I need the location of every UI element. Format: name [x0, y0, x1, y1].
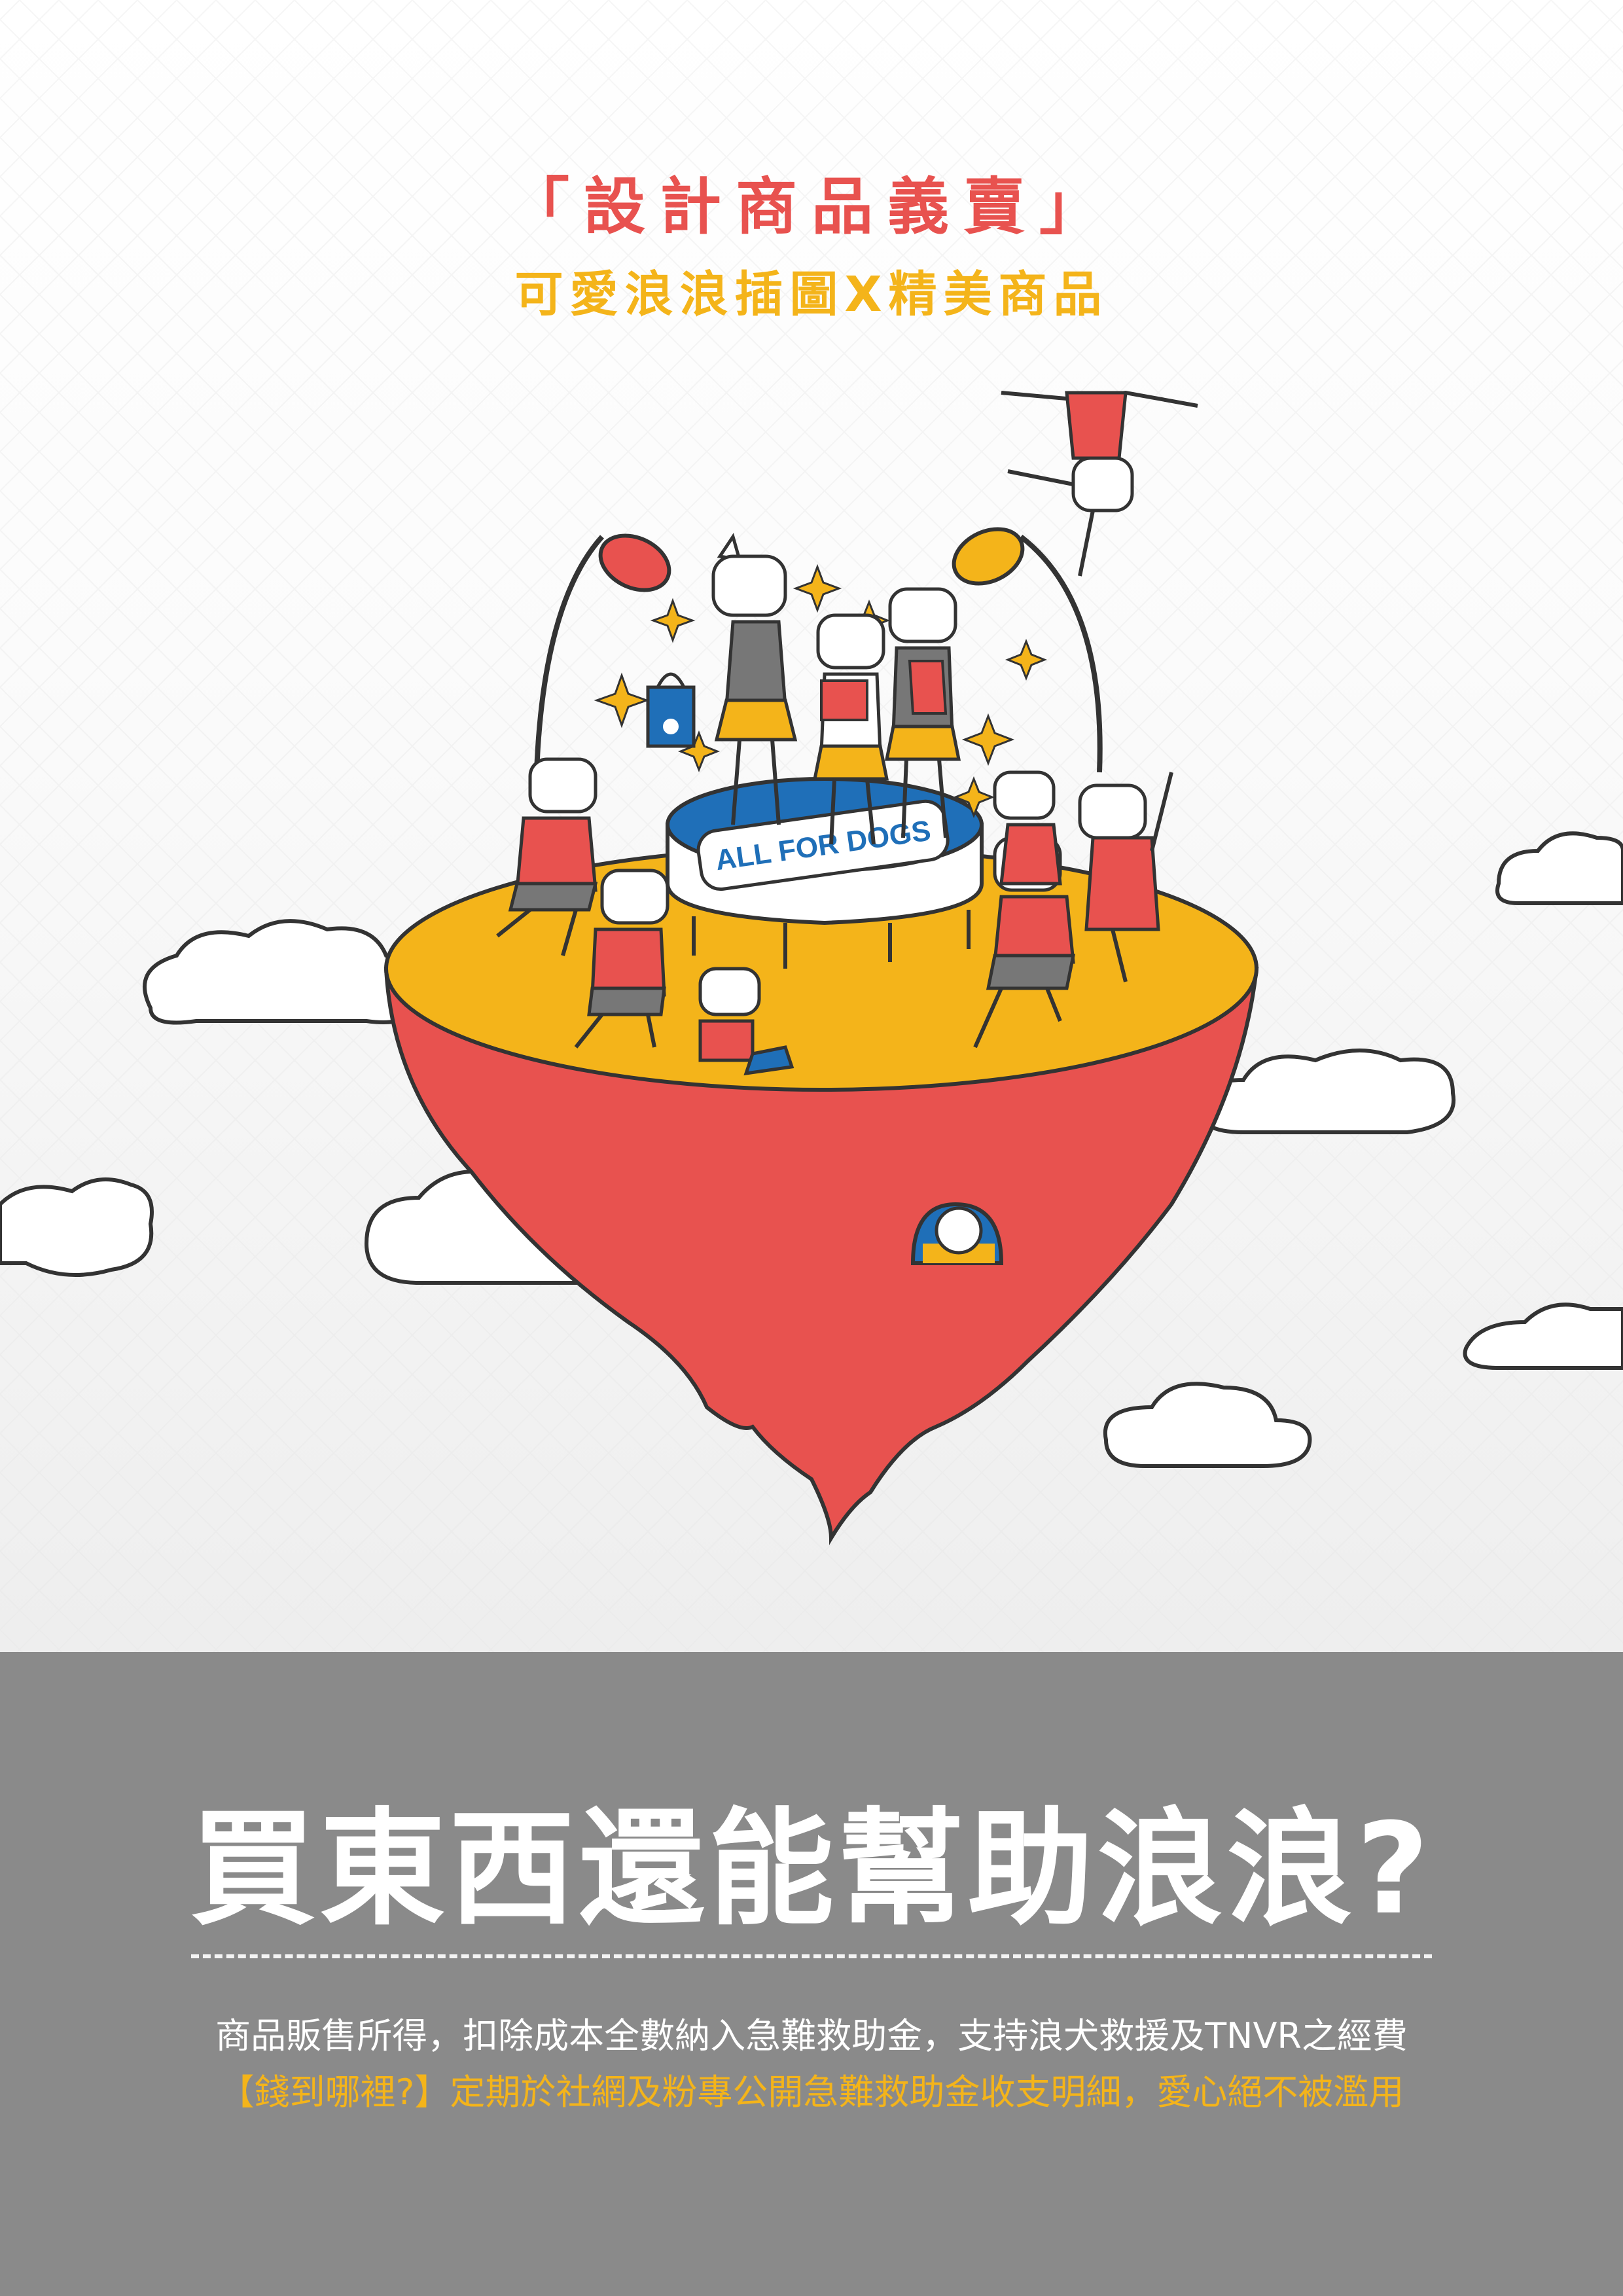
- panel-description: 商品販售所得，扣除成本全數納入急難救助金，支持浪犬救援及TNVR之經費: [215, 2015, 1408, 2056]
- paw-icon: [663, 719, 679, 734]
- dog-character: [496, 757, 598, 956]
- dog-character: [574, 869, 669, 1049]
- panel-question: 買東西還能幫助浪浪?: [190, 1797, 1433, 1943]
- cloud-icon: [143, 919, 424, 1025]
- cloud-icon: [1495, 831, 1623, 905]
- cloud-icon: [1195, 1049, 1456, 1134]
- dashed-divider: [191, 1954, 1432, 1958]
- island-window: [910, 1202, 1004, 1265]
- poster-title: 「設計商品義賣」: [507, 171, 1115, 243]
- cloud-icon: [1463, 1302, 1623, 1370]
- dog-character: [884, 587, 961, 838]
- poster-subtitle: 可愛浪浪插圖X精美商品: [514, 266, 1109, 323]
- info-panel: [0, 1652, 1623, 2296]
- paw-bag: [646, 672, 696, 748]
- spotlight-icon: [952, 527, 1103, 773]
- island-body: [383, 967, 1259, 1545]
- dog-character: [1001, 390, 1198, 577]
- dog-character: [993, 770, 1062, 886]
- dog-character: [812, 613, 889, 845]
- spotlight-icon: [534, 533, 671, 773]
- panel-note: 【錢到哪裡?】定期於社網及粉專公開急難救助金收支明細，愛心絕不被濫用: [219, 2072, 1404, 2113]
- cloud-icon: [1103, 1382, 1312, 1468]
- dog-character: [1078, 772, 1173, 982]
- dog-character: [711, 533, 798, 825]
- poster-background: 「設計商品義賣」 可愛浪浪插圖X精美商品: [0, 0, 1623, 1652]
- cloud-icon: [0, 1177, 154, 1277]
- dog-character: [698, 967, 794, 1076]
- floating-island-illustration: ALL FOR DOGS: [0, 390, 1623, 1545]
